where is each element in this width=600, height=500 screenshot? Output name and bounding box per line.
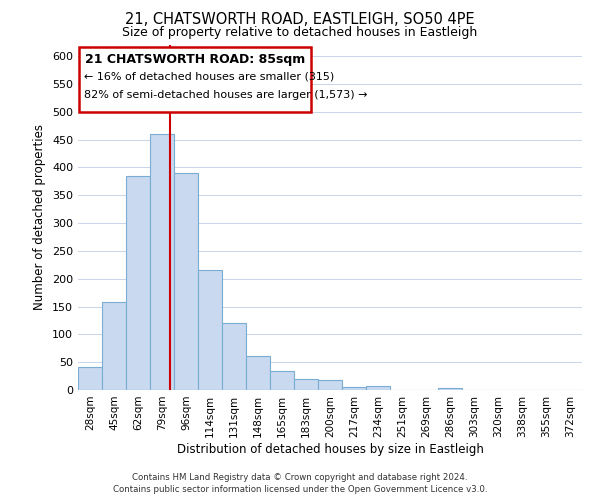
Bar [366,386,390,390]
Bar [438,388,462,390]
X-axis label: Distribution of detached houses by size in Eastleigh: Distribution of detached houses by size … [176,442,484,456]
Text: Contains HM Land Registry data © Crown copyright and database right 2024.
Contai: Contains HM Land Registry data © Crown c… [113,472,487,494]
Bar [102,302,126,390]
Text: 21, CHATSWORTH ROAD, EASTLEIGH, SO50 4PE: 21, CHATSWORTH ROAD, EASTLEIGH, SO50 4PE [125,12,475,28]
Bar [222,323,246,390]
Bar [150,134,174,390]
Text: 21 CHATSWORTH ROAD: 85sqm: 21 CHATSWORTH ROAD: 85sqm [85,54,305,66]
Bar [198,270,222,390]
Bar [294,379,318,390]
FancyBboxPatch shape [79,46,311,112]
Y-axis label: Number of detached properties: Number of detached properties [34,124,46,310]
Bar [126,176,150,390]
Bar [318,380,342,390]
Bar [246,356,270,390]
Text: ← 16% of detached houses are smaller (315): ← 16% of detached houses are smaller (31… [84,72,334,82]
Bar [270,370,294,390]
Bar [342,387,366,390]
Text: Size of property relative to detached houses in Eastleigh: Size of property relative to detached ho… [122,26,478,39]
Text: 82% of semi-detached houses are larger (1,573) →: 82% of semi-detached houses are larger (… [84,90,367,100]
Bar [78,366,102,390]
Bar [174,173,198,390]
